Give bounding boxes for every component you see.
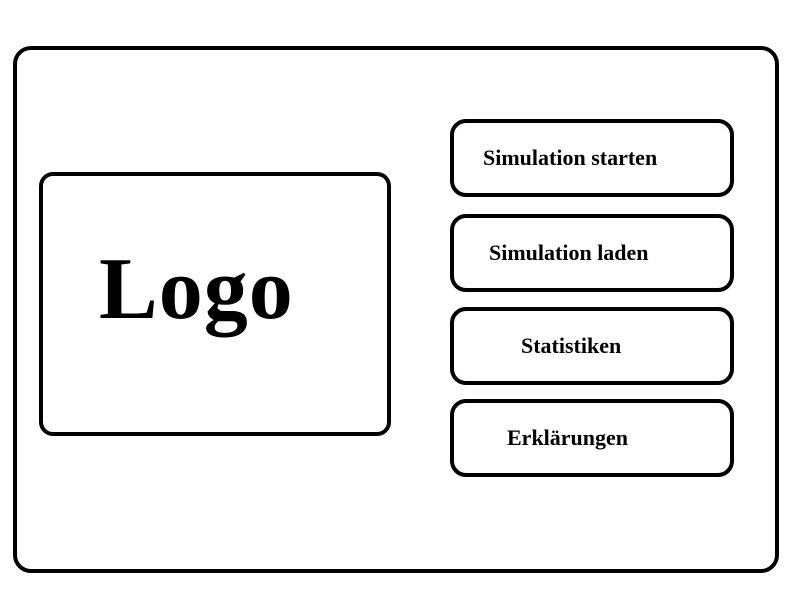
- explanations-label: Erklärungen: [507, 425, 629, 450]
- logo-placeholder: Logo: [39, 172, 391, 436]
- logo-text: Logo: [99, 241, 294, 338]
- start-simulation-label: Simulation starten: [483, 145, 658, 170]
- load-simulation-button[interactable]: Simulation laden: [450, 214, 734, 292]
- load-simulation-label: Simulation laden: [489, 240, 649, 265]
- explanations-button[interactable]: Erklärungen: [450, 399, 734, 477]
- main-menu-window: [13, 46, 779, 573]
- statistics-button[interactable]: Statistiken: [450, 307, 734, 385]
- statistics-label: Statistiken: [521, 333, 622, 358]
- start-simulation-button[interactable]: Simulation starten: [450, 119, 734, 197]
